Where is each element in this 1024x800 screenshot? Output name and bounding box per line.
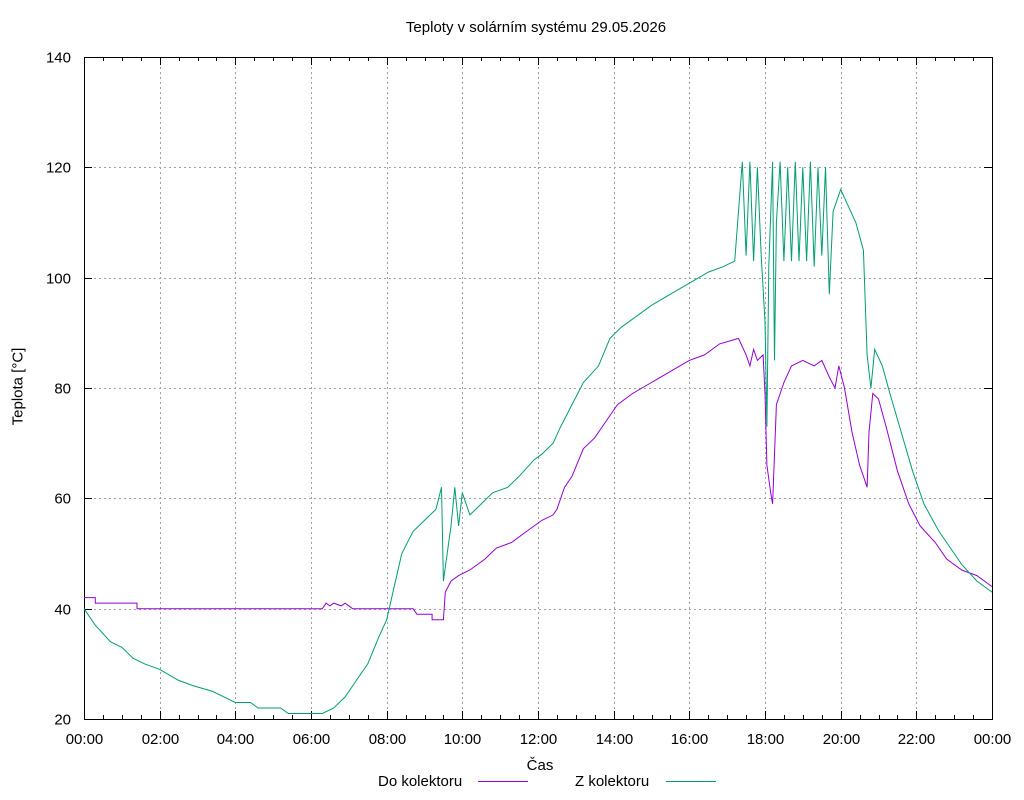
series-line-do-kolektoru bbox=[84, 337, 993, 621]
x-tick-label: 06:00 bbox=[293, 731, 331, 748]
y-axis-label: Teplota [°C] bbox=[9, 347, 27, 426]
series-line-z-kolektoru bbox=[83, 161, 993, 714]
chart-title: Teploty v solárním systému 29.05.2026 bbox=[405, 19, 667, 36]
x-tick-label: 18:00 bbox=[747, 731, 785, 748]
x-tick-label: 20:00 bbox=[823, 731, 861, 748]
x-tick-label: 12:00 bbox=[520, 731, 558, 748]
y-tick-label: 100 bbox=[46, 271, 71, 288]
y-tick-label: 60 bbox=[54, 491, 71, 508]
legend-label-z-kolektoru: Z kolektoru bbox=[575, 773, 650, 790]
legend-swatch-do-kolektoru bbox=[478, 781, 528, 782]
x-axis-label: Čas bbox=[526, 757, 554, 774]
axis-ticks: 20 40 60 80 100 120 140 00:00 02:00 04:00 06:00 08:… bbox=[46, 50, 1011, 749]
x-tick-label: 22:00 bbox=[898, 731, 936, 748]
x-tick-label: 04:00 bbox=[217, 731, 255, 748]
legend-label-do-kolektoru: Do kolektoru bbox=[378, 773, 463, 790]
y-tick-label: 140 bbox=[46, 50, 71, 67]
y-tick-label: 40 bbox=[54, 602, 71, 619]
x-tick-label: 16:00 bbox=[671, 731, 709, 748]
series-lines bbox=[83, 161, 993, 714]
x-tick-label: 14:00 bbox=[596, 731, 634, 748]
x-tick-label: 02:00 bbox=[142, 731, 180, 748]
y-tick-label: 80 bbox=[54, 381, 71, 398]
grid-lines bbox=[84, 57, 992, 719]
y-tick-label: 20 bbox=[54, 712, 71, 729]
x-tick-label: 10:00 bbox=[444, 731, 482, 748]
x-tick-label: 00:00 bbox=[974, 731, 1012, 748]
x-tick-label: 00:00 bbox=[66, 731, 104, 748]
y-tick-label: 120 bbox=[46, 160, 71, 177]
legend-swatch-z-kolektoru bbox=[666, 781, 716, 782]
x-tick-label: 08:00 bbox=[369, 731, 407, 748]
